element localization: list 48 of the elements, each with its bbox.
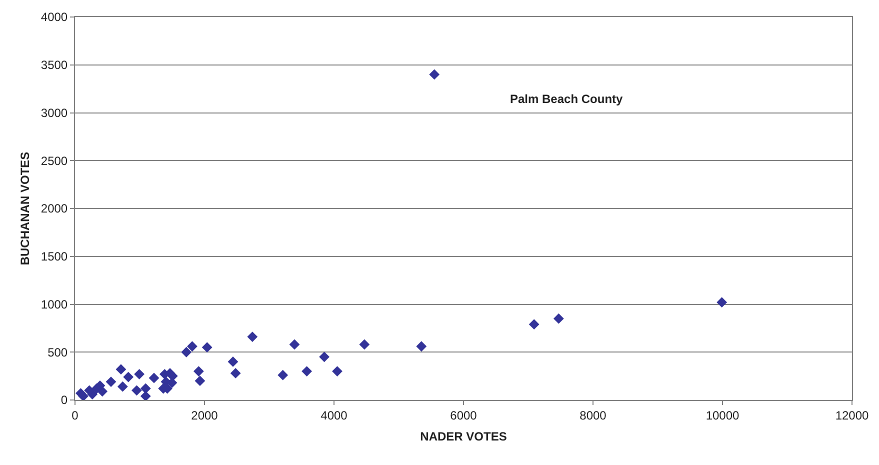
point — [230, 368, 241, 378]
point — [134, 368, 144, 380]
x-tick-label: 10000 — [706, 408, 740, 422]
point — [429, 69, 440, 80]
x-tick-label: 8000 — [580, 408, 607, 422]
point — [140, 390, 151, 400]
point — [181, 346, 192, 358]
x-tick-label: 2000 — [191, 408, 218, 422]
y-tick-label: 2500 — [40, 154, 68, 168]
point — [528, 319, 540, 330]
y-tick-label: 3500 — [40, 58, 68, 72]
annotation: Palm Beach County — [510, 92, 624, 106]
point — [132, 385, 142, 396]
point — [106, 376, 116, 388]
point — [123, 372, 134, 382]
point — [194, 376, 206, 386]
point — [78, 390, 88, 400]
point — [202, 342, 212, 353]
y-tick-label: 1000 — [40, 297, 68, 312]
point — [193, 366, 204, 376]
point — [116, 364, 126, 375]
point — [319, 352, 330, 362]
point — [553, 313, 564, 324]
point — [278, 370, 288, 380]
point — [140, 383, 151, 394]
y-axis-title: BUCHANAN VOTES — [18, 152, 32, 266]
point — [228, 356, 238, 367]
point — [359, 339, 370, 350]
x-axis-title: NADER VOTES — [420, 429, 507, 444]
point — [289, 339, 300, 350]
x-tick-label: 0 — [72, 408, 79, 422]
y-tick-label: 0 — [60, 393, 68, 408]
y-tick-label: 4000 — [40, 10, 68, 24]
y-tick-label: 1500 — [40, 250, 68, 264]
point — [247, 332, 258, 342]
x-tick-label: 4000 — [320, 408, 348, 422]
point — [302, 366, 312, 376]
y-tick-label: 500 — [48, 345, 68, 360]
point — [416, 341, 427, 352]
point — [117, 381, 128, 392]
x-tick-label: 12000 — [835, 408, 870, 422]
point — [148, 372, 160, 384]
y-tick-label: 3000 — [40, 106, 68, 120]
x-tick-label: 6000 — [450, 408, 478, 422]
point — [332, 366, 342, 376]
point — [716, 297, 728, 308]
y-tick-label: 2000 — [40, 202, 68, 216]
point — [187, 341, 198, 352]
